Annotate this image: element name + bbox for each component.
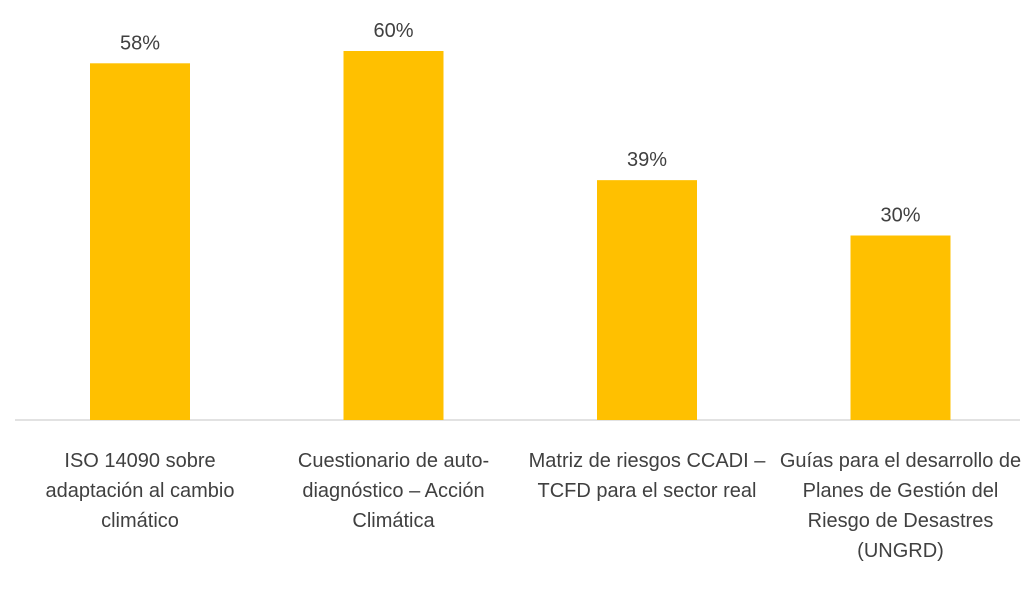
x-tick-label: ISO 14090 sobre adaptación al cambio cli… (45, 450, 235, 532)
data-label: 58% (120, 32, 160, 54)
x-tick-label: Guías para el desarrollo de Planes de Ge… (779, 450, 1022, 562)
data-label: 30% (880, 205, 920, 227)
bar (343, 51, 444, 420)
data-label: 60% (373, 20, 413, 42)
bar (597, 180, 697, 420)
bar (90, 63, 190, 421)
bar (850, 235, 951, 420)
x-tick-label: Matriz de riesgos CCADI – TCFD para el s… (528, 450, 766, 502)
x-tick-label: Cuestionario de auto-diagnóstico – Acció… (297, 450, 490, 532)
data-label: 39% (627, 149, 667, 171)
